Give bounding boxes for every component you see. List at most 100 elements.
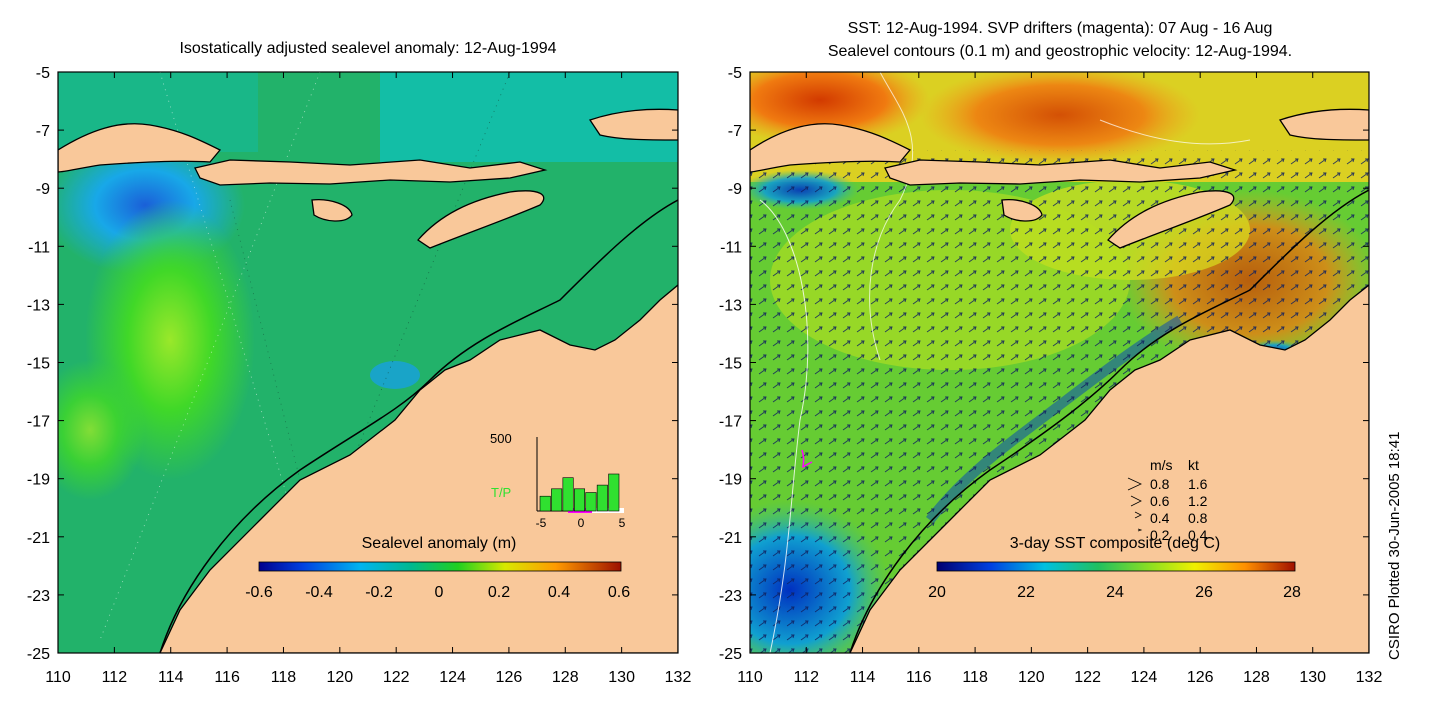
timor-island xyxy=(417,190,545,249)
tp-inset-histogram: 500 T/P -5 0 5 xyxy=(490,431,626,530)
y-axis-label: -11 xyxy=(720,239,742,256)
sumba-island xyxy=(1001,199,1043,222)
y-axis-label: -25 xyxy=(719,646,742,663)
inset-bar xyxy=(585,492,597,512)
x-axis-label: 122 xyxy=(1074,669,1101,686)
x-axis-label: 128 xyxy=(1243,669,1270,686)
x-axis-label: 112 xyxy=(102,669,128,686)
x-axis-label: 132 xyxy=(1356,669,1383,686)
y-axis-label: -21 xyxy=(719,530,742,547)
x-axis-label: 110 xyxy=(737,669,763,686)
right-panel-title-line2: Sealevel contours (0.1 m) and geostrophi… xyxy=(827,43,1293,60)
inset-tp-label: T/P xyxy=(491,485,511,500)
inset-white-marker xyxy=(592,508,624,513)
bathymetry-contour xyxy=(159,199,678,653)
left-colorbar-tick: 0.2 xyxy=(488,584,510,601)
x-axis-label: 128 xyxy=(552,669,579,686)
timor-island xyxy=(1107,190,1235,249)
right-colorbar-tick: 20 xyxy=(928,584,946,601)
x-axis-label: 112 xyxy=(794,669,820,686)
inset-bar xyxy=(551,488,563,512)
legend-header-kt: kt xyxy=(1188,457,1199,473)
y-axis-label: -11 xyxy=(28,239,50,256)
left-colorbar-tick: -0.2 xyxy=(365,584,393,601)
left-colorbar: Sealevel anomaly (m) -0.6 -0.4 -0.2 0 0.… xyxy=(245,535,630,601)
legend-value-kt: 1.6 xyxy=(1188,476,1208,492)
right-colorbar-tick: 22 xyxy=(1017,584,1035,601)
y-axis-label: -19 xyxy=(719,472,742,489)
y-axis-label: -23 xyxy=(27,588,50,605)
inset-bar xyxy=(596,484,608,512)
inset-bar xyxy=(573,488,586,512)
x-axis-label: 126 xyxy=(1187,669,1214,686)
legend-arrow-icon xyxy=(1127,477,1142,491)
right-colorbar-label: 3-day SST composite (deg C) xyxy=(1010,535,1220,552)
inset-bar xyxy=(539,495,551,512)
y-axis-label: -5 xyxy=(728,65,742,82)
left-colorbar-tick: 0.6 xyxy=(608,584,630,601)
right-colorbar: 3-day SST composite (deg C) 20 22 24 26 … xyxy=(928,535,1301,601)
y-axis-label: -9 xyxy=(728,181,742,198)
legend-arrow-icon xyxy=(1137,528,1143,532)
right-bathymetry-contour xyxy=(849,189,1369,653)
warm-sst-region xyxy=(750,72,930,145)
inset-xtick: 5 xyxy=(619,516,626,530)
svp-drifter-track xyxy=(801,449,813,468)
left-panel-title: Isostatically adjusted sealevel anomaly:… xyxy=(179,40,557,57)
nusa-tenggara-islands xyxy=(884,159,1238,186)
legend-value-ms: 0.6 xyxy=(1150,493,1170,509)
left-x-axis-ticks: 110 112 114 116 118 120 122 124 126 128 130 132 xyxy=(45,72,691,686)
legend-value-kt: 0.4 xyxy=(1188,527,1208,543)
y-axis-label: -15 xyxy=(27,356,50,373)
left-colorbar-tick: -0.6 xyxy=(245,584,273,601)
left-colorbar-tick: 0.4 xyxy=(548,584,570,601)
credit-text: CSIRO Plotted 30-Jun-2005 18:41 xyxy=(1386,431,1403,660)
left-map xyxy=(58,72,678,653)
y-axis-label: -17 xyxy=(27,414,50,431)
x-axis-label: 116 xyxy=(906,669,932,686)
y-axis-label: -7 xyxy=(728,123,742,140)
northern-islands xyxy=(588,108,678,141)
y-axis-label: -17 xyxy=(719,414,742,431)
velocity-legend: m/s kt 0.8 1.6 0.6 1.2 0.4 0.8 0.2 0.4 xyxy=(1122,452,1222,543)
x-axis-label: 120 xyxy=(326,669,353,686)
y-axis-label: -15 xyxy=(719,356,742,373)
x-axis-label: 124 xyxy=(439,669,466,686)
nusa-tenggara-islands xyxy=(194,159,548,186)
legend-header-ms: m/s xyxy=(1150,457,1173,473)
x-axis-label: 122 xyxy=(383,669,410,686)
right-y-axis-ticks: -5 -7 -9 -11 -13 -15 -17 -19 -21 -23 -25 xyxy=(719,65,1369,663)
y-axis-label: -13 xyxy=(27,297,50,314)
x-axis-label: 124 xyxy=(1131,669,1158,686)
right-colorbar-tick: 26 xyxy=(1195,584,1213,601)
x-axis-label: 132 xyxy=(665,669,692,686)
y-axis-label: -19 xyxy=(27,472,50,489)
inset-ymax-label: 500 xyxy=(490,431,512,446)
northern-islands xyxy=(1278,108,1369,141)
left-colorbar-label: Sealevel anomaly (m) xyxy=(362,535,517,552)
inset-bar xyxy=(562,477,574,512)
australia-landmass xyxy=(159,284,678,653)
legend-value-ms: 0.4 xyxy=(1150,510,1170,526)
legend-value-kt: 0.8 xyxy=(1188,510,1208,526)
legend-value-kt: 1.2 xyxy=(1188,493,1208,509)
x-axis-label: 130 xyxy=(608,669,635,686)
x-axis-label: 126 xyxy=(496,669,523,686)
inset-xtick: -5 xyxy=(536,516,547,530)
x-axis-label: 116 xyxy=(214,669,240,686)
right-colorbar-tick: 28 xyxy=(1283,584,1301,601)
java-island xyxy=(750,123,912,173)
x-axis-label: 114 xyxy=(850,669,876,686)
legend-value-ms: 0.2 xyxy=(1150,527,1170,543)
legend-value-ms: 0.8 xyxy=(1150,476,1170,492)
y-axis-label: -7 xyxy=(36,123,50,140)
x-axis-label: 120 xyxy=(1018,669,1045,686)
y-axis-label: -5 xyxy=(36,65,50,82)
legend-arrow-icon xyxy=(1134,511,1142,519)
legend-arrow-icon xyxy=(1130,495,1142,507)
right-colorbar-tick: 24 xyxy=(1106,584,1124,601)
right-x-axis-ticks: 110 112 114 116 118 120 122 124 126 128 130 132 xyxy=(737,72,1382,686)
x-axis-label: 130 xyxy=(1299,669,1326,686)
x-axis-label: 118 xyxy=(271,669,297,686)
